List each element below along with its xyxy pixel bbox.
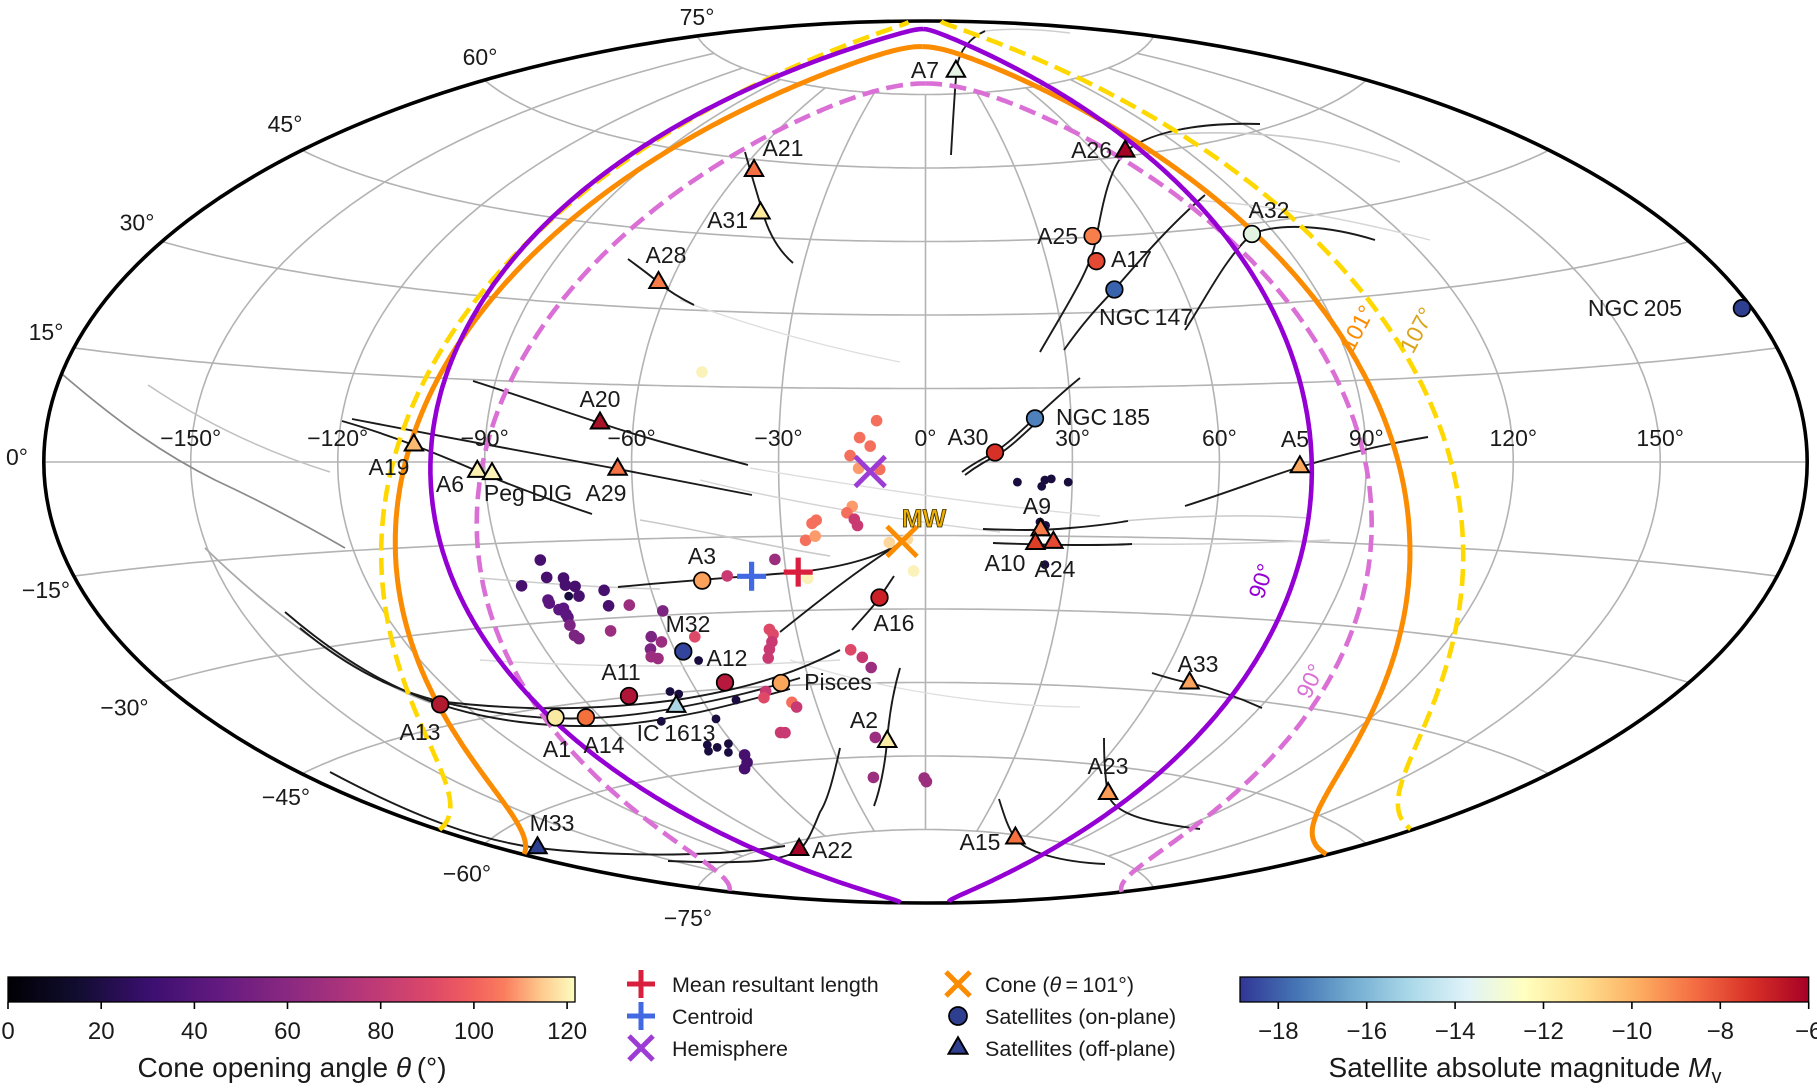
svg-text:A5: A5	[1281, 426, 1309, 452]
svg-text:Satellites (on-plane): Satellites (on-plane)	[985, 1005, 1176, 1029]
svg-text:M32: M32	[666, 611, 711, 637]
svg-text:−15°: −15°	[22, 577, 70, 603]
svg-text:Pisces: Pisces	[804, 669, 872, 695]
svg-text:A31: A31	[707, 207, 748, 233]
svg-text:A16: A16	[874, 610, 915, 636]
svg-text:−12: −12	[1523, 1018, 1564, 1045]
svg-text:A19: A19	[369, 454, 410, 480]
svg-text:A15: A15	[960, 829, 1001, 855]
svg-text:A3: A3	[688, 543, 716, 569]
svg-text:A10: A10	[985, 550, 1026, 576]
svg-text:A26: A26	[1071, 137, 1112, 163]
svg-text:A23: A23	[1088, 753, 1129, 779]
svg-text:A24: A24	[1035, 556, 1076, 582]
svg-text:Hemisphere: Hemisphere	[672, 1037, 788, 1061]
svg-text:Cone opening angle θ (°): Cone opening angle θ (°)	[137, 1052, 446, 1083]
svg-text:150°: 150°	[1636, 425, 1684, 451]
svg-text:A29: A29	[586, 480, 627, 506]
svg-text:Centroid: Centroid	[672, 1005, 753, 1029]
svg-text:A30: A30	[948, 424, 989, 450]
svg-text:A9: A9	[1023, 493, 1051, 519]
svg-text:A11: A11	[601, 659, 640, 685]
svg-text:20: 20	[88, 1018, 115, 1045]
svg-text:30°: 30°	[120, 210, 155, 236]
svg-text:−8: −8	[1707, 1018, 1734, 1045]
svg-text:A25: A25	[1037, 223, 1078, 249]
svg-text:−18: −18	[1258, 1018, 1299, 1045]
svg-text:−10: −10	[1612, 1018, 1653, 1045]
svg-text:−90°: −90°	[461, 425, 509, 451]
svg-text:−120°: −120°	[307, 425, 368, 451]
svg-text:75°: 75°	[680, 4, 715, 30]
svg-text:120: 120	[547, 1018, 587, 1045]
svg-text:−150°: −150°	[160, 425, 221, 451]
svg-text:A7: A7	[911, 57, 939, 83]
svg-text:A2: A2	[850, 707, 878, 733]
svg-text:−30°: −30°	[754, 425, 802, 451]
svg-text:60°: 60°	[1202, 425, 1237, 451]
svg-text:IC 1613: IC 1613	[637, 720, 716, 746]
svg-text:0: 0	[1, 1018, 14, 1045]
svg-text:Mean resultant length: Mean resultant length	[672, 973, 879, 997]
svg-text:NGC 205: NGC 205	[1588, 295, 1682, 321]
svg-text:A22: A22	[812, 837, 853, 863]
svg-text:A21: A21	[763, 135, 804, 161]
svg-text:80: 80	[367, 1018, 394, 1045]
svg-text:−75°: −75°	[664, 905, 712, 931]
svg-text:Satellite absolute magnitude M: Satellite absolute magnitude Mv	[1329, 1052, 1722, 1086]
svg-text:Cone (θ = 101°): Cone (θ = 101°)	[985, 973, 1134, 997]
svg-text:M33: M33	[530, 810, 575, 836]
svg-text:90°: 90°	[1349, 425, 1384, 451]
svg-text:MW: MW	[902, 505, 947, 533]
svg-text:100: 100	[454, 1018, 494, 1045]
svg-text:0°: 0°	[6, 444, 28, 470]
svg-text:45°: 45°	[268, 111, 303, 137]
svg-text:A12: A12	[707, 645, 748, 671]
svg-text:Satellites (off-plane): Satellites (off-plane)	[985, 1037, 1176, 1061]
svg-text:30°: 30°	[1055, 425, 1090, 451]
svg-text:60: 60	[274, 1018, 301, 1045]
svg-text:−6: −6	[1795, 1018, 1817, 1045]
svg-text:NGC 147: NGC 147	[1099, 304, 1193, 330]
svg-text:−16: −16	[1346, 1018, 1387, 1045]
svg-text:−30°: −30°	[100, 695, 148, 721]
svg-text:0°: 0°	[915, 425, 937, 451]
svg-text:60°: 60°	[463, 44, 498, 70]
svg-text:15°: 15°	[29, 319, 64, 345]
svg-text:A33: A33	[1178, 651, 1219, 677]
svg-text:A1: A1	[543, 736, 571, 762]
svg-text:A20: A20	[580, 386, 621, 412]
svg-text:−14: −14	[1435, 1018, 1476, 1045]
svg-text:−45°: −45°	[262, 784, 310, 810]
svg-text:NGC 185: NGC 185	[1056, 404, 1150, 430]
svg-text:120°: 120°	[1490, 425, 1538, 451]
svg-text:A13: A13	[400, 719, 441, 745]
svg-text:40: 40	[181, 1018, 208, 1045]
svg-text:A17: A17	[1111, 246, 1152, 272]
svg-text:A14: A14	[584, 732, 625, 758]
svg-text:Peg DIG: Peg DIG	[484, 480, 572, 506]
svg-text:A32: A32	[1249, 197, 1290, 223]
svg-text:A6: A6	[436, 471, 464, 497]
svg-text:A28: A28	[646, 242, 687, 268]
svg-text:−60°: −60°	[443, 861, 491, 887]
svg-text:−60°: −60°	[607, 425, 655, 451]
